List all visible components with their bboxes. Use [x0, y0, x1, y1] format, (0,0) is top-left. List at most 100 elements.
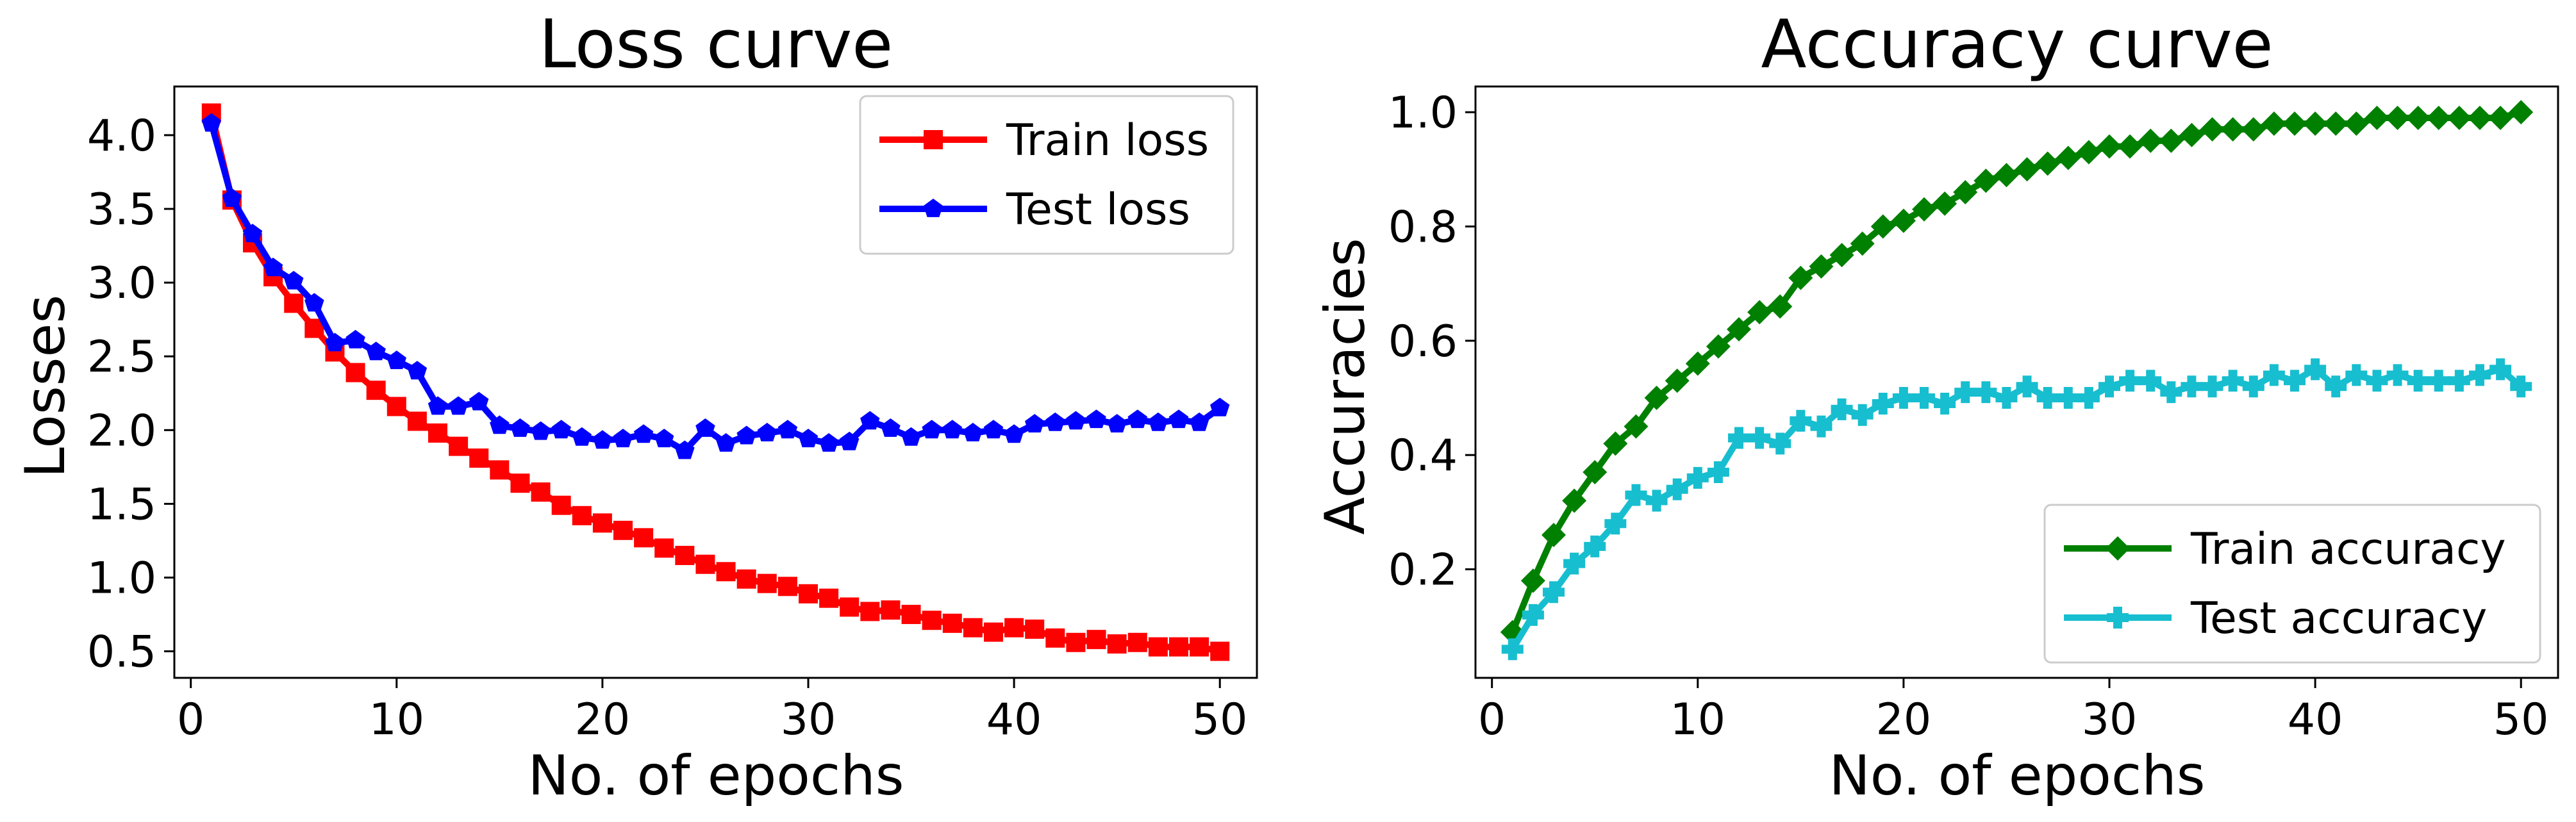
y-tick-label: 1.0 — [87, 553, 156, 604]
plus-marker — [2057, 387, 2079, 409]
plus-marker — [1913, 387, 1936, 409]
square-marker — [1086, 630, 1106, 650]
legend-label: Train accuracy — [2190, 524, 2506, 575]
pentagon-marker — [448, 396, 469, 415]
diamond-marker — [2447, 106, 2472, 131]
pentagon-marker — [1210, 397, 1230, 416]
square-marker — [798, 584, 818, 604]
diamond-marker — [2118, 134, 2143, 159]
pentagon-marker — [263, 258, 283, 277]
diamond-marker — [2282, 111, 2307, 136]
pentagon-marker — [963, 422, 983, 441]
y-tick-label: 1.0 — [1388, 88, 1458, 138]
diamond-marker — [1953, 179, 1978, 204]
square-marker — [490, 460, 510, 480]
square-marker — [1025, 620, 1045, 639]
plus-marker — [2242, 375, 2264, 398]
square-marker — [1210, 641, 1230, 661]
y-tick-label: 2.5 — [87, 332, 156, 382]
x-tick-label: 0 — [177, 695, 204, 745]
y-tick-label: 4.0 — [87, 111, 156, 161]
y-tick-label: 0.4 — [1388, 431, 1458, 481]
x-tick-label: 30 — [2082, 695, 2138, 745]
y-tick-label: 3.5 — [87, 185, 156, 235]
x-tick-label: 0 — [1478, 695, 1506, 745]
y-tick-label: 0.2 — [1388, 545, 1458, 596]
legend-label: Test loss — [1006, 185, 1190, 235]
square-marker — [901, 605, 921, 625]
plus-marker — [2036, 387, 2059, 409]
pentagon-marker — [531, 421, 551, 440]
pentagon-marker — [407, 361, 428, 380]
plus-marker — [2119, 370, 2141, 392]
plus-marker — [2489, 358, 2512, 381]
axis-ticks: 0 10 20 30 40 50 0.5 1.0 1.5 2.0 2.5 3.0 3.5 4.0 — [87, 111, 1248, 745]
pentagon-marker — [881, 418, 901, 437]
square-marker — [983, 622, 1003, 642]
pentagon-marker — [1086, 409, 1106, 429]
x-tick-label: 20 — [1876, 695, 1932, 745]
pentagon-marker — [572, 427, 592, 446]
diamond-marker — [2179, 122, 2204, 147]
pentagon-marker — [366, 341, 386, 361]
plus-marker — [1584, 535, 1606, 557]
pentagon-marker — [901, 427, 921, 446]
diamond-marker — [2097, 134, 2122, 159]
diamond-marker — [2035, 151, 2060, 176]
y-tick-label: 3.0 — [87, 258, 156, 309]
diamond-marker — [1747, 300, 1772, 325]
pentagon-marker — [304, 293, 324, 312]
diamond-marker — [2015, 157, 2040, 182]
diamond-marker — [1583, 459, 1608, 484]
pentagon-marker — [983, 420, 1004, 439]
plus-marker — [1851, 404, 1874, 426]
pentagon-marker — [922, 420, 942, 439]
y-tick-label: 1.5 — [87, 479, 156, 530]
pentagon-marker — [284, 270, 304, 290]
plus-marker — [1790, 409, 1812, 432]
pentagon-marker — [551, 420, 571, 439]
plus-marker — [1707, 461, 1729, 483]
pentagon-marker — [222, 188, 242, 207]
legend: Train accuracy Test accuracy — [2043, 504, 2541, 664]
pentagon-marker — [1025, 414, 1045, 432]
y-tick-label: 0.6 — [1388, 316, 1458, 367]
plus-marker — [1666, 478, 1688, 500]
square-marker — [840, 597, 860, 617]
plus-marker — [2448, 370, 2470, 392]
plus-marker — [2107, 607, 2129, 629]
square-marker — [386, 397, 406, 416]
plus-marker — [2181, 375, 2203, 398]
plus-marker — [2325, 375, 2347, 398]
pentagon-marker — [716, 433, 736, 452]
pentagon-marker — [510, 418, 530, 437]
x-tick-label: 50 — [2493, 695, 2549, 745]
square-marker — [1168, 637, 1188, 657]
square-marker — [1004, 618, 1024, 637]
pentagon-marker — [695, 418, 715, 437]
diamond-marker — [1644, 386, 1669, 411]
square-marker — [428, 423, 448, 443]
diamond-marker — [2488, 106, 2513, 131]
pentagon-marker — [736, 425, 756, 445]
plus-marker — [2222, 370, 2244, 392]
diamond-marker — [2076, 140, 2101, 165]
y-axis-label: Losses — [13, 295, 78, 478]
diamond-marker — [1665, 368, 1690, 393]
legend-label: Test accuracy — [2190, 593, 2487, 644]
square-marker — [551, 495, 571, 515]
square-marker — [922, 611, 942, 630]
diamond-marker — [1870, 214, 1895, 239]
diamond-marker — [2344, 111, 2369, 136]
plus-marker — [1975, 381, 1997, 404]
square-marker — [284, 293, 304, 313]
plus-marker — [2468, 364, 2491, 386]
plus-marker — [1954, 381, 1977, 404]
x-tick-label: 20 — [575, 695, 631, 745]
pentagon-marker — [798, 429, 819, 448]
square-marker — [881, 600, 901, 620]
square-marker — [1127, 632, 1147, 652]
y-tick-label: 0.8 — [1388, 202, 1458, 252]
axis-ticks: 0 10 20 30 40 50 0.2 0.4 0.6 0.8 1.0 — [1388, 88, 2549, 745]
plus-marker — [1543, 581, 1565, 604]
